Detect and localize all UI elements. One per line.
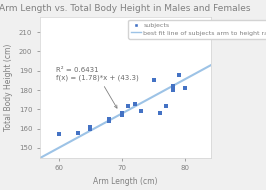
Point (139, 110, 143, 113)
Point (57, 133, 61, 136)
Title: Arm Length vs. Total Body Height in Males and Females: Arm Length vs. Total Body Height in Male… (0, 4, 251, 13)
Point (107, 117, 111, 120)
Point (177, 73, 181, 76)
Point (107, 120, 111, 123)
Point (152, 79, 156, 82)
Point (171, 89, 175, 92)
Point (88, 127, 93, 130)
Point (76, 131, 80, 134)
Point (183, 87, 187, 90)
Point (189, 27, 194, 30)
Point (158, 112, 162, 115)
Point (120, 114, 124, 117)
X-axis label: Arm Length (cm): Arm Length (cm) (93, 177, 157, 186)
Point (164, 104, 168, 107)
Point (76, 131, 80, 134)
Point (126, 104, 131, 107)
Point (132, 102, 137, 105)
Point (120, 112, 124, 115)
Point (88, 125, 93, 128)
Text: R² = 0.6431
f(x) = (1.78)*x + (43.3): R² = 0.6431 f(x) = (1.78)*x + (43.3) (56, 67, 138, 108)
Point (171, 85, 175, 88)
Y-axis label: Total Body Height (cm): Total Body Height (cm) (4, 44, 13, 131)
Point (107, 117, 111, 120)
Legend: subjects, best fit line of subjects arm to height ratio: subjects, best fit line of subjects arm … (128, 20, 266, 39)
